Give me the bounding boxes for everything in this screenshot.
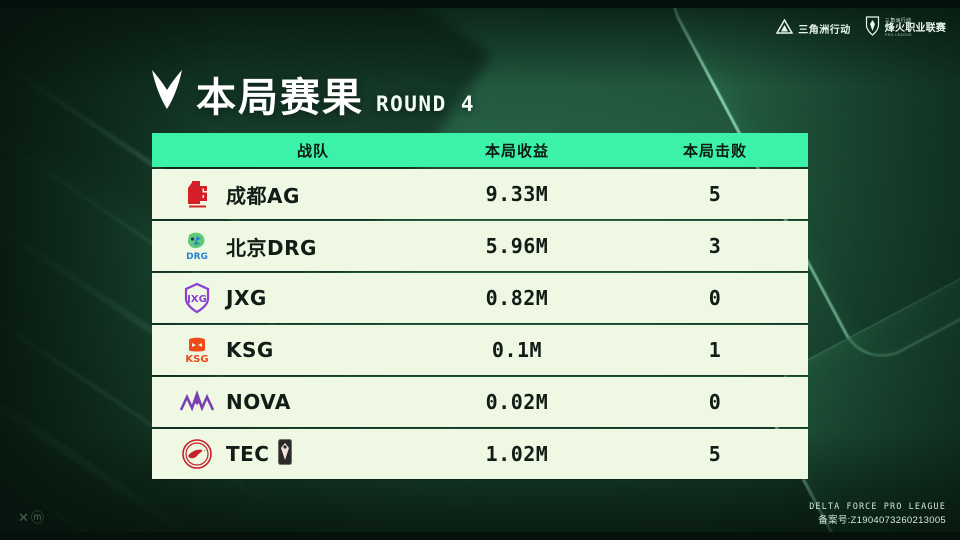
brand-logos: 三角洲行动 三角洲行动 烽火职业联赛 PRO LEAGUE (775, 16, 946, 41)
tec-logo-icon (178, 435, 216, 473)
table-row[interactable]: TEC 1.02M 5 (152, 429, 808, 479)
svg-text:DRG: DRG (186, 252, 208, 262)
league-logo: 三角洲行动 烽火职业联赛 PRO LEAGUE (865, 16, 946, 41)
table-row[interactable]: JXG JXG 0.82M 0 (152, 273, 808, 323)
page-title: 本局赛果 ROUND 4 (150, 68, 475, 118)
table-row[interactable]: 成都AG 9.33M 5 (152, 169, 808, 219)
game-logo: 三角洲行动 (775, 17, 851, 39)
jxg-logo-icon: JXG (178, 279, 216, 317)
team-name: KSG (226, 338, 274, 362)
column-header-kills: 本局击败 (682, 141, 747, 160)
results-table: 战队 本局收益 本局击败 成都AG 9.33M 5 (152, 133, 808, 479)
team-name-text: JXG (226, 286, 267, 310)
column-header-earnings: 本局收益 (484, 141, 549, 160)
letterbox-bottom (0, 532, 960, 540)
column-header-team: 战队 (152, 140, 412, 161)
cell-kills: 3 (708, 234, 722, 258)
delta-triangle-icon (775, 17, 794, 39)
title-main-text: 本局赛果 (196, 75, 364, 121)
league-shield-icon (865, 16, 880, 41)
table-row[interactable]: NOVA 0.02M 0 (152, 377, 808, 427)
cell-team: 成都AG (152, 175, 412, 213)
league-name: 烽火职业联赛 (884, 22, 946, 34)
table-row[interactable]: KSG KSG 0.1M 1 (152, 325, 808, 375)
cell-kills: 0 (708, 390, 722, 414)
cell-earnings: 9.33M (485, 182, 549, 206)
svg-text:KSG: KSG (185, 354, 208, 365)
cell-team: JXG JXG (152, 279, 412, 317)
drg-logo-icon: DRG (178, 227, 216, 265)
team-name-text: 成都AG (226, 183, 300, 208)
svg-text:JXG: JXG (186, 294, 207, 305)
cell-earnings: 0.02M (485, 390, 549, 414)
column-header-team-label: 战队 (296, 141, 329, 160)
cell-team: NOVA (152, 383, 412, 421)
cell-earnings: 1.02M (485, 442, 549, 466)
team-name: 成都AG (226, 180, 300, 209)
league-sub: PRO LEAGUE (884, 33, 913, 38)
team-name-text: KSG (226, 338, 274, 362)
team-name: 北京DRG (226, 232, 317, 261)
league-wordmark: 三角洲行动 烽火职业联赛 PRO LEAGUE (884, 17, 946, 39)
cell-earnings: 5.96M (485, 234, 549, 258)
cell-earnings: 0.82M (485, 286, 549, 310)
trophy-badge-icon (278, 438, 293, 470)
cell-team: TEC (152, 435, 412, 473)
team-name: NOVA (226, 390, 291, 414)
table-header-row: 战队 本局收益 本局击败 (152, 133, 808, 167)
team-name-text: TEC (226, 442, 270, 466)
team-name-text: 北京DRG (226, 235, 317, 260)
ag-logo-icon (178, 175, 216, 213)
game-name: 三角洲行动 (798, 25, 851, 36)
team-name: TEC (226, 438, 293, 470)
cell-team: DRG 北京DRG (152, 227, 412, 265)
footer-icp-text: 备案号:Z1904073260213005 (818, 514, 946, 526)
watermark: ✕ⓜ (18, 511, 46, 526)
cell-kills: 1 (708, 338, 722, 362)
cell-earnings: 0.1M (491, 338, 543, 362)
cell-kills: 5 (708, 182, 722, 206)
letterbox-top (0, 0, 960, 8)
league-small-top: 三角洲行动 (884, 17, 912, 24)
v-mark-icon (150, 68, 184, 118)
table-row[interactable]: DRG 北京DRG 5.96M 3 (152, 221, 808, 271)
title-round-text: ROUND 4 (376, 92, 476, 116)
footer: DELTA FORCE PRO LEAGUE 备案号:Z190407326021… (809, 501, 946, 528)
team-name: JXG (226, 286, 267, 310)
cell-kills: 0 (708, 286, 722, 310)
team-name-text: NOVA (226, 390, 291, 414)
footer-league-text: DELTA FORCE PRO LEAGUE (809, 502, 946, 512)
ksg-logo-icon: KSG (178, 331, 216, 369)
cell-kills: 5 (708, 442, 722, 466)
nova-logo-icon (178, 383, 216, 421)
cell-team: KSG KSG (152, 331, 412, 369)
